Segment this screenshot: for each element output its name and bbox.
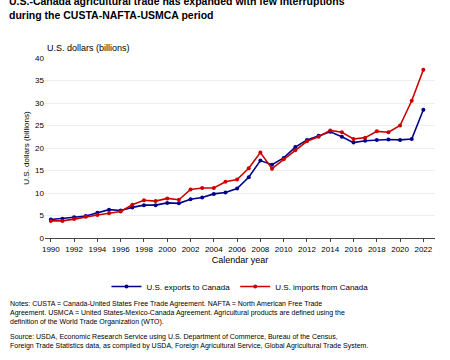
svg-text:2016: 2016 xyxy=(345,245,363,254)
svg-text:2000: 2000 xyxy=(158,245,176,254)
svg-text:2004: 2004 xyxy=(205,245,223,254)
svg-text:2012: 2012 xyxy=(298,245,316,254)
svg-text:35: 35 xyxy=(35,76,44,85)
svg-text:1990: 1990 xyxy=(42,245,60,254)
svg-text:2014: 2014 xyxy=(321,245,339,254)
svg-text:2020: 2020 xyxy=(391,245,409,254)
svg-text:25: 25 xyxy=(35,121,44,130)
svg-text:0: 0 xyxy=(40,234,45,243)
svg-text:15: 15 xyxy=(35,166,44,175)
svg-text:Calendar year: Calendar year xyxy=(212,255,269,265)
svg-text:2008: 2008 xyxy=(251,245,269,254)
svg-text:10: 10 xyxy=(35,189,44,198)
svg-text:U.S. dollars (billions): U.S. dollars (billions) xyxy=(47,43,130,53)
svg-text:1994: 1994 xyxy=(88,245,106,254)
svg-text:2006: 2006 xyxy=(228,245,246,254)
svg-text:5: 5 xyxy=(40,211,45,220)
svg-text:U.S. dollars (billions): U.S. dollars (billions) xyxy=(22,111,31,185)
svg-text:30: 30 xyxy=(35,99,44,108)
svg-text:Source: USDA, Economic Researc: Source: USDA, Economic Research Service … xyxy=(10,333,368,350)
svg-text:20: 20 xyxy=(35,144,44,153)
svg-text:2018: 2018 xyxy=(368,245,386,254)
svg-text:U.S. exports to Canada: U.S. exports to Canada xyxy=(147,283,231,292)
svg-text:40: 40 xyxy=(35,54,44,63)
svg-text:1998: 1998 xyxy=(135,245,153,254)
svg-text:2022: 2022 xyxy=(414,245,432,254)
svg-text:1992: 1992 xyxy=(65,245,83,254)
svg-text:2002: 2002 xyxy=(182,245,200,254)
svg-text:2010: 2010 xyxy=(275,245,293,254)
svg-text:U.S. imports from Canada: U.S. imports from Canada xyxy=(275,283,368,292)
svg-text:1996: 1996 xyxy=(112,245,130,254)
svg-text:Notes: CUSTA = Canada-United S: Notes: CUSTA = Canada-United States Free… xyxy=(10,300,345,326)
svg-text:U.S.-Canada agricultural trade: U.S.-Canada agricultural trade has expan… xyxy=(9,0,345,21)
